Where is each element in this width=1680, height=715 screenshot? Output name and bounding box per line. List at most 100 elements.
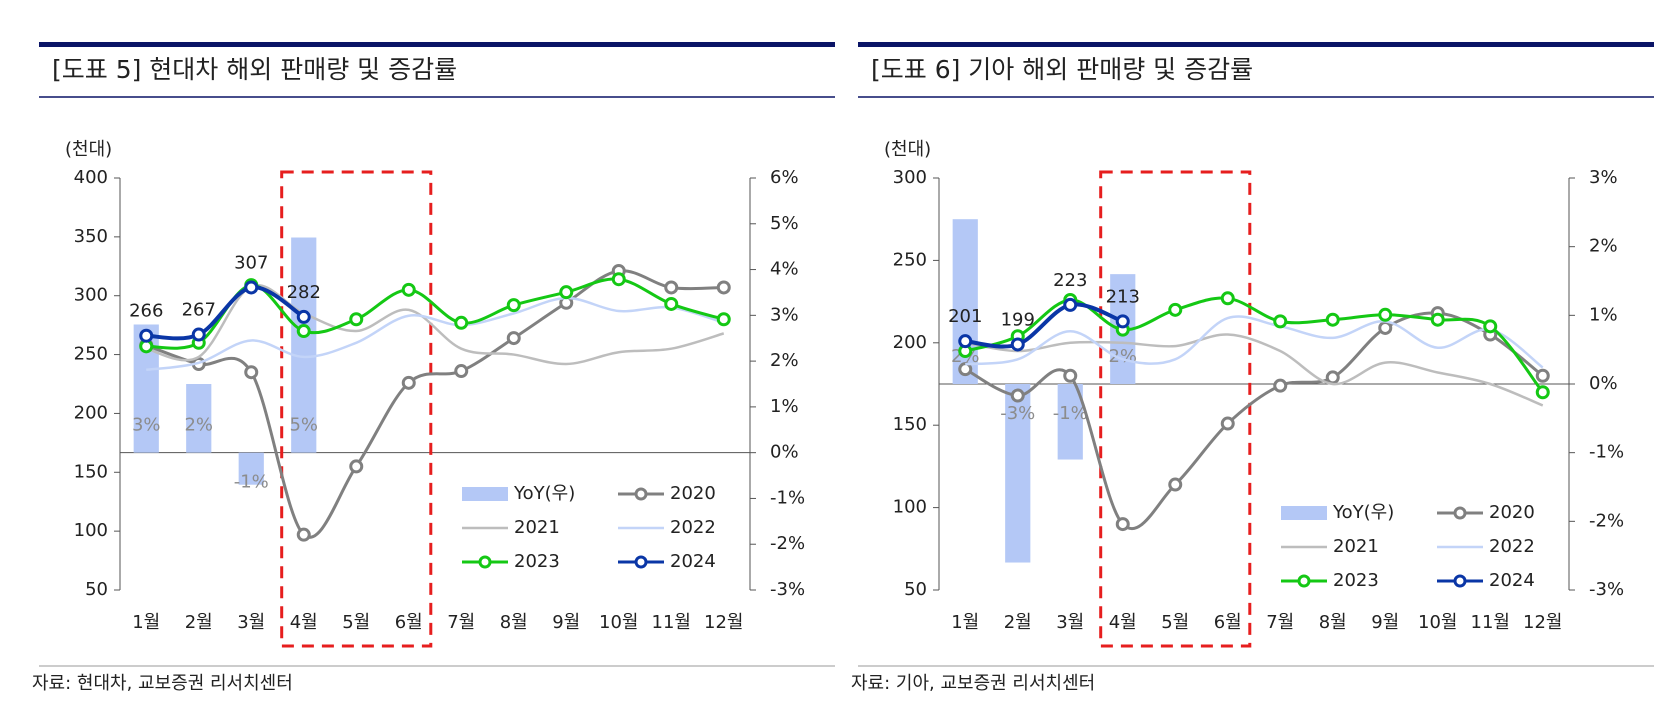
x-tick-label: 10월 (599, 612, 638, 633)
point (1063, 297, 1078, 312)
y-tick-label: 50 (85, 579, 108, 600)
bar (238, 452, 264, 485)
point (1483, 319, 1498, 334)
bar (186, 384, 212, 453)
point (1168, 477, 1183, 492)
series-line (965, 302, 1124, 349)
x-tick-label: 6월 (1214, 612, 1242, 633)
point (349, 459, 364, 474)
point (1273, 378, 1288, 393)
y2-tick-label: -3% (1589, 579, 1624, 600)
point (1535, 385, 1550, 400)
legend-marker (1453, 506, 1467, 520)
y2-tick-label: -2% (770, 533, 805, 554)
legend-swatch (462, 487, 508, 501)
series-line (145, 283, 725, 366)
x-tick-label: 8월 (500, 612, 528, 633)
point (506, 298, 521, 313)
point (664, 296, 679, 311)
bar-label: 3% (132, 415, 161, 436)
bar-label: 2% (1108, 346, 1137, 367)
point (1115, 517, 1130, 532)
series-line (965, 333, 1544, 407)
bar (1005, 384, 1031, 563)
chart-title: [도표 6] 기아 해외 판매량 및 증감률 (871, 55, 1253, 84)
y2-tick-label: -3% (770, 579, 805, 600)
y-tick-label: 100 (74, 520, 108, 541)
bar (291, 237, 317, 453)
legend-swatch (1281, 506, 1327, 520)
x-tick-label: 9월 (1371, 612, 1399, 633)
bar-label: -1% (1053, 403, 1088, 424)
y-tick-label: 200 (74, 402, 108, 423)
y2-tick-label: 5% (770, 213, 799, 234)
x-tick-label: 7월 (1266, 612, 1294, 633)
y2-tick-label: 2% (770, 350, 799, 371)
x-tick-label: 6월 (395, 612, 423, 633)
x-tick-label: 2월 (185, 612, 213, 633)
point (1010, 337, 1025, 352)
legend-marker (634, 555, 648, 569)
x-tick-label: 3월 (237, 612, 265, 633)
x-tick-label: 8월 (1319, 612, 1347, 633)
source: 자료: 기아, 교보증권 리서치센터 (851, 673, 1095, 694)
bar-label: 2% (184, 415, 213, 436)
point (1220, 416, 1235, 431)
point (296, 527, 311, 542)
bar-label: 5% (289, 415, 318, 436)
legend-label: 2024 (1489, 570, 1535, 591)
x-tick-label: 5월 (1161, 612, 1189, 633)
legend-marker (634, 487, 648, 501)
series-line (146, 296, 725, 372)
data-label: 223 (1053, 270, 1087, 291)
data-label: 213 (1106, 286, 1140, 307)
legend-marker (1453, 574, 1467, 588)
y-tick-label: 50 (904, 579, 927, 600)
y2-tick-label: 1% (770, 396, 799, 417)
point (506, 331, 521, 346)
point (139, 328, 154, 343)
point (1378, 320, 1393, 335)
y-tick-label: 250 (74, 344, 108, 365)
highlight-box (1099, 170, 1252, 648)
legend-label: YoY(우) (1332, 502, 1394, 523)
point (1010, 388, 1025, 403)
legend-label: 2021 (1333, 536, 1379, 557)
x-tick-label: 5월 (342, 612, 370, 633)
bar (1057, 384, 1083, 460)
y2-tick-label: 0% (770, 442, 799, 463)
data-label: 282 (287, 282, 321, 303)
x-tick-label: 1월 (132, 612, 160, 633)
point (1168, 302, 1183, 317)
y-tick-label: 350 (74, 226, 108, 247)
point (559, 285, 574, 300)
legend-label: 2021 (514, 517, 560, 538)
x-tick-label: 7월 (447, 612, 475, 633)
point (664, 280, 679, 295)
point (454, 315, 469, 330)
data-label: 201 (948, 306, 982, 327)
legend-marker (478, 555, 492, 569)
y2-tick-label: 1% (1589, 304, 1618, 325)
point (1115, 314, 1130, 329)
y-tick-label: 400 (74, 167, 108, 188)
series-line (146, 285, 305, 341)
point (1220, 291, 1235, 306)
legend-label: 2023 (1333, 570, 1379, 591)
legend-label: 2022 (1489, 536, 1535, 557)
x-tick-label: 2월 (1004, 612, 1032, 633)
point (1535, 368, 1550, 383)
point (296, 324, 311, 339)
point (1273, 314, 1288, 329)
point (1063, 368, 1078, 383)
y-tick-label: 300 (74, 285, 108, 306)
x-tick-label: 3월 (1056, 612, 1084, 633)
y-axis-label: (천대) (65, 139, 112, 160)
point (1378, 307, 1393, 322)
y2-tick-label: -1% (1589, 442, 1624, 463)
y2-tick-label: 6% (770, 167, 799, 188)
y-tick-label: 250 (893, 249, 927, 270)
y-tick-label: 300 (893, 167, 927, 188)
y2-tick-label: 3% (770, 304, 799, 325)
legend-label: 2024 (670, 551, 716, 572)
